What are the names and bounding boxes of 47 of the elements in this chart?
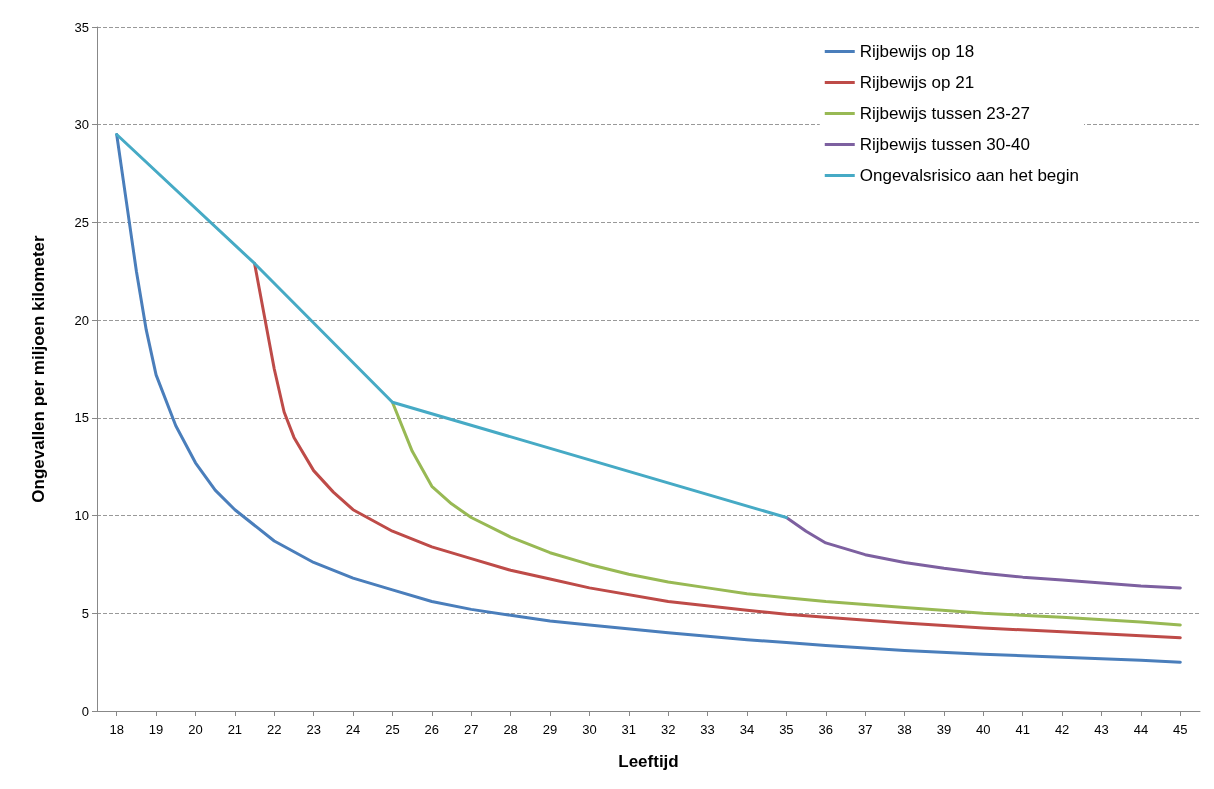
line-series: [784, 516, 1182, 590]
x-tick-label: 26: [424, 722, 440, 737]
y-tick-label: 15: [74, 410, 89, 426]
line-series: [115, 132, 1182, 664]
x-tick-label: 18: [109, 722, 124, 737]
legend-label: Rijbewijs op 18: [859, 42, 975, 61]
x-tick-label: 31: [621, 722, 637, 737]
x-tick-label: 43: [1094, 722, 1109, 737]
legend-label: Rijbewijs tussen 30-40: [859, 135, 1030, 154]
line-series: [390, 400, 1182, 627]
y-tick-label: 20: [74, 312, 89, 328]
y-tick-label: 10: [74, 508, 89, 524]
x-tick-label: 22: [267, 722, 282, 737]
y-tick-label: 35: [74, 19, 89, 35]
x-tick-label: 36: [818, 722, 833, 737]
legend-label: Rijbewijs tussen 23-27: [859, 104, 1030, 123]
y-tick-label: 0: [81, 703, 89, 719]
line-series: [115, 132, 788, 520]
x-tick-label: 30: [582, 722, 597, 737]
x-tick-label: 29: [542, 722, 558, 737]
x-tick-label: 45: [1173, 722, 1188, 737]
x-tick-label: 24: [345, 722, 361, 737]
x-tick-label: 23: [306, 722, 321, 737]
x-tick-label: 33: [700, 722, 715, 737]
legend-label: Ongevalsrisico aan het begin: [859, 166, 1079, 185]
x-tick-label: 41: [1015, 722, 1030, 737]
x-axis-title: Leeftijd: [618, 752, 679, 771]
x-tick-label: 21: [227, 722, 243, 737]
x-tick-label: 32: [660, 722, 676, 737]
x-tick-label: 34: [739, 722, 755, 737]
x-tick-label: 38: [897, 722, 912, 737]
y-tick-label: 25: [74, 214, 89, 230]
x-tick-label: 28: [503, 722, 518, 737]
y-tick-label: 30: [74, 117, 89, 133]
x-tick-label: 19: [148, 722, 164, 737]
x-tick-label: 20: [188, 722, 203, 737]
x-tick-label: 25: [385, 722, 400, 737]
legend-label: Rijbewijs op 21: [859, 73, 975, 92]
x-tick-label: 27: [464, 722, 479, 737]
x-tick-label: 39: [936, 722, 952, 737]
y-axis-title: Ongevallen per miljoen kilometer: [29, 234, 48, 503]
x-tick-label: 37: [857, 722, 873, 737]
x-tick-label: 35: [779, 722, 794, 737]
y-tick-label: 5: [81, 605, 89, 621]
x-tick-label: 40: [976, 722, 991, 737]
x-tick-label: 44: [1133, 722, 1149, 737]
x-tick-label: 42: [1054, 722, 1070, 737]
